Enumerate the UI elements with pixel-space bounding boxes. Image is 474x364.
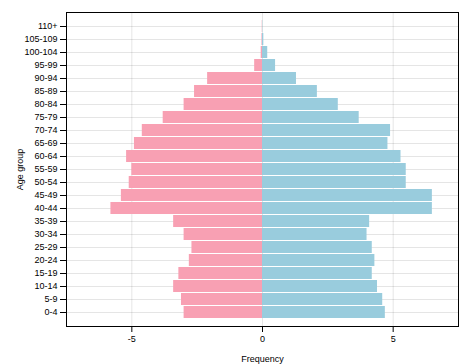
svg-text:10-14: 10-14 bbox=[34, 281, 57, 291]
svg-text:0-4: 0-4 bbox=[44, 307, 57, 317]
svg-text:95-99: 95-99 bbox=[34, 60, 57, 70]
svg-text:Age group: Age group bbox=[15, 149, 25, 191]
svg-text:Frequency: Frequency bbox=[241, 354, 284, 364]
svg-text:5: 5 bbox=[391, 334, 396, 344]
svg-text:70-74: 70-74 bbox=[34, 125, 57, 135]
svg-text:5-9: 5-9 bbox=[44, 294, 57, 304]
svg-text:90-94: 90-94 bbox=[34, 73, 57, 83]
svg-text:80-84: 80-84 bbox=[34, 99, 57, 109]
svg-text:25-29: 25-29 bbox=[34, 242, 57, 252]
svg-text:100-104: 100-104 bbox=[24, 47, 57, 57]
svg-text:75-79: 75-79 bbox=[34, 112, 57, 122]
svg-text:55-59: 55-59 bbox=[34, 164, 57, 174]
svg-text:60-64: 60-64 bbox=[34, 151, 57, 161]
svg-text:20-24: 20-24 bbox=[34, 255, 57, 265]
svg-text:40-44: 40-44 bbox=[34, 203, 57, 213]
svg-text:35-39: 35-39 bbox=[34, 216, 57, 226]
svg-text:50-54: 50-54 bbox=[34, 177, 57, 187]
svg-text:30-34: 30-34 bbox=[34, 229, 57, 239]
svg-text:65-69: 65-69 bbox=[34, 138, 57, 148]
svg-text:45-49: 45-49 bbox=[34, 190, 57, 200]
svg-text:110+: 110+ bbox=[38, 21, 58, 31]
svg-text:85-89: 85-89 bbox=[34, 86, 57, 96]
svg-text:0: 0 bbox=[260, 334, 265, 344]
svg-text:-5: -5 bbox=[128, 334, 136, 344]
svg-text:105-109: 105-109 bbox=[24, 34, 57, 44]
svg-text:15-19: 15-19 bbox=[34, 268, 57, 278]
